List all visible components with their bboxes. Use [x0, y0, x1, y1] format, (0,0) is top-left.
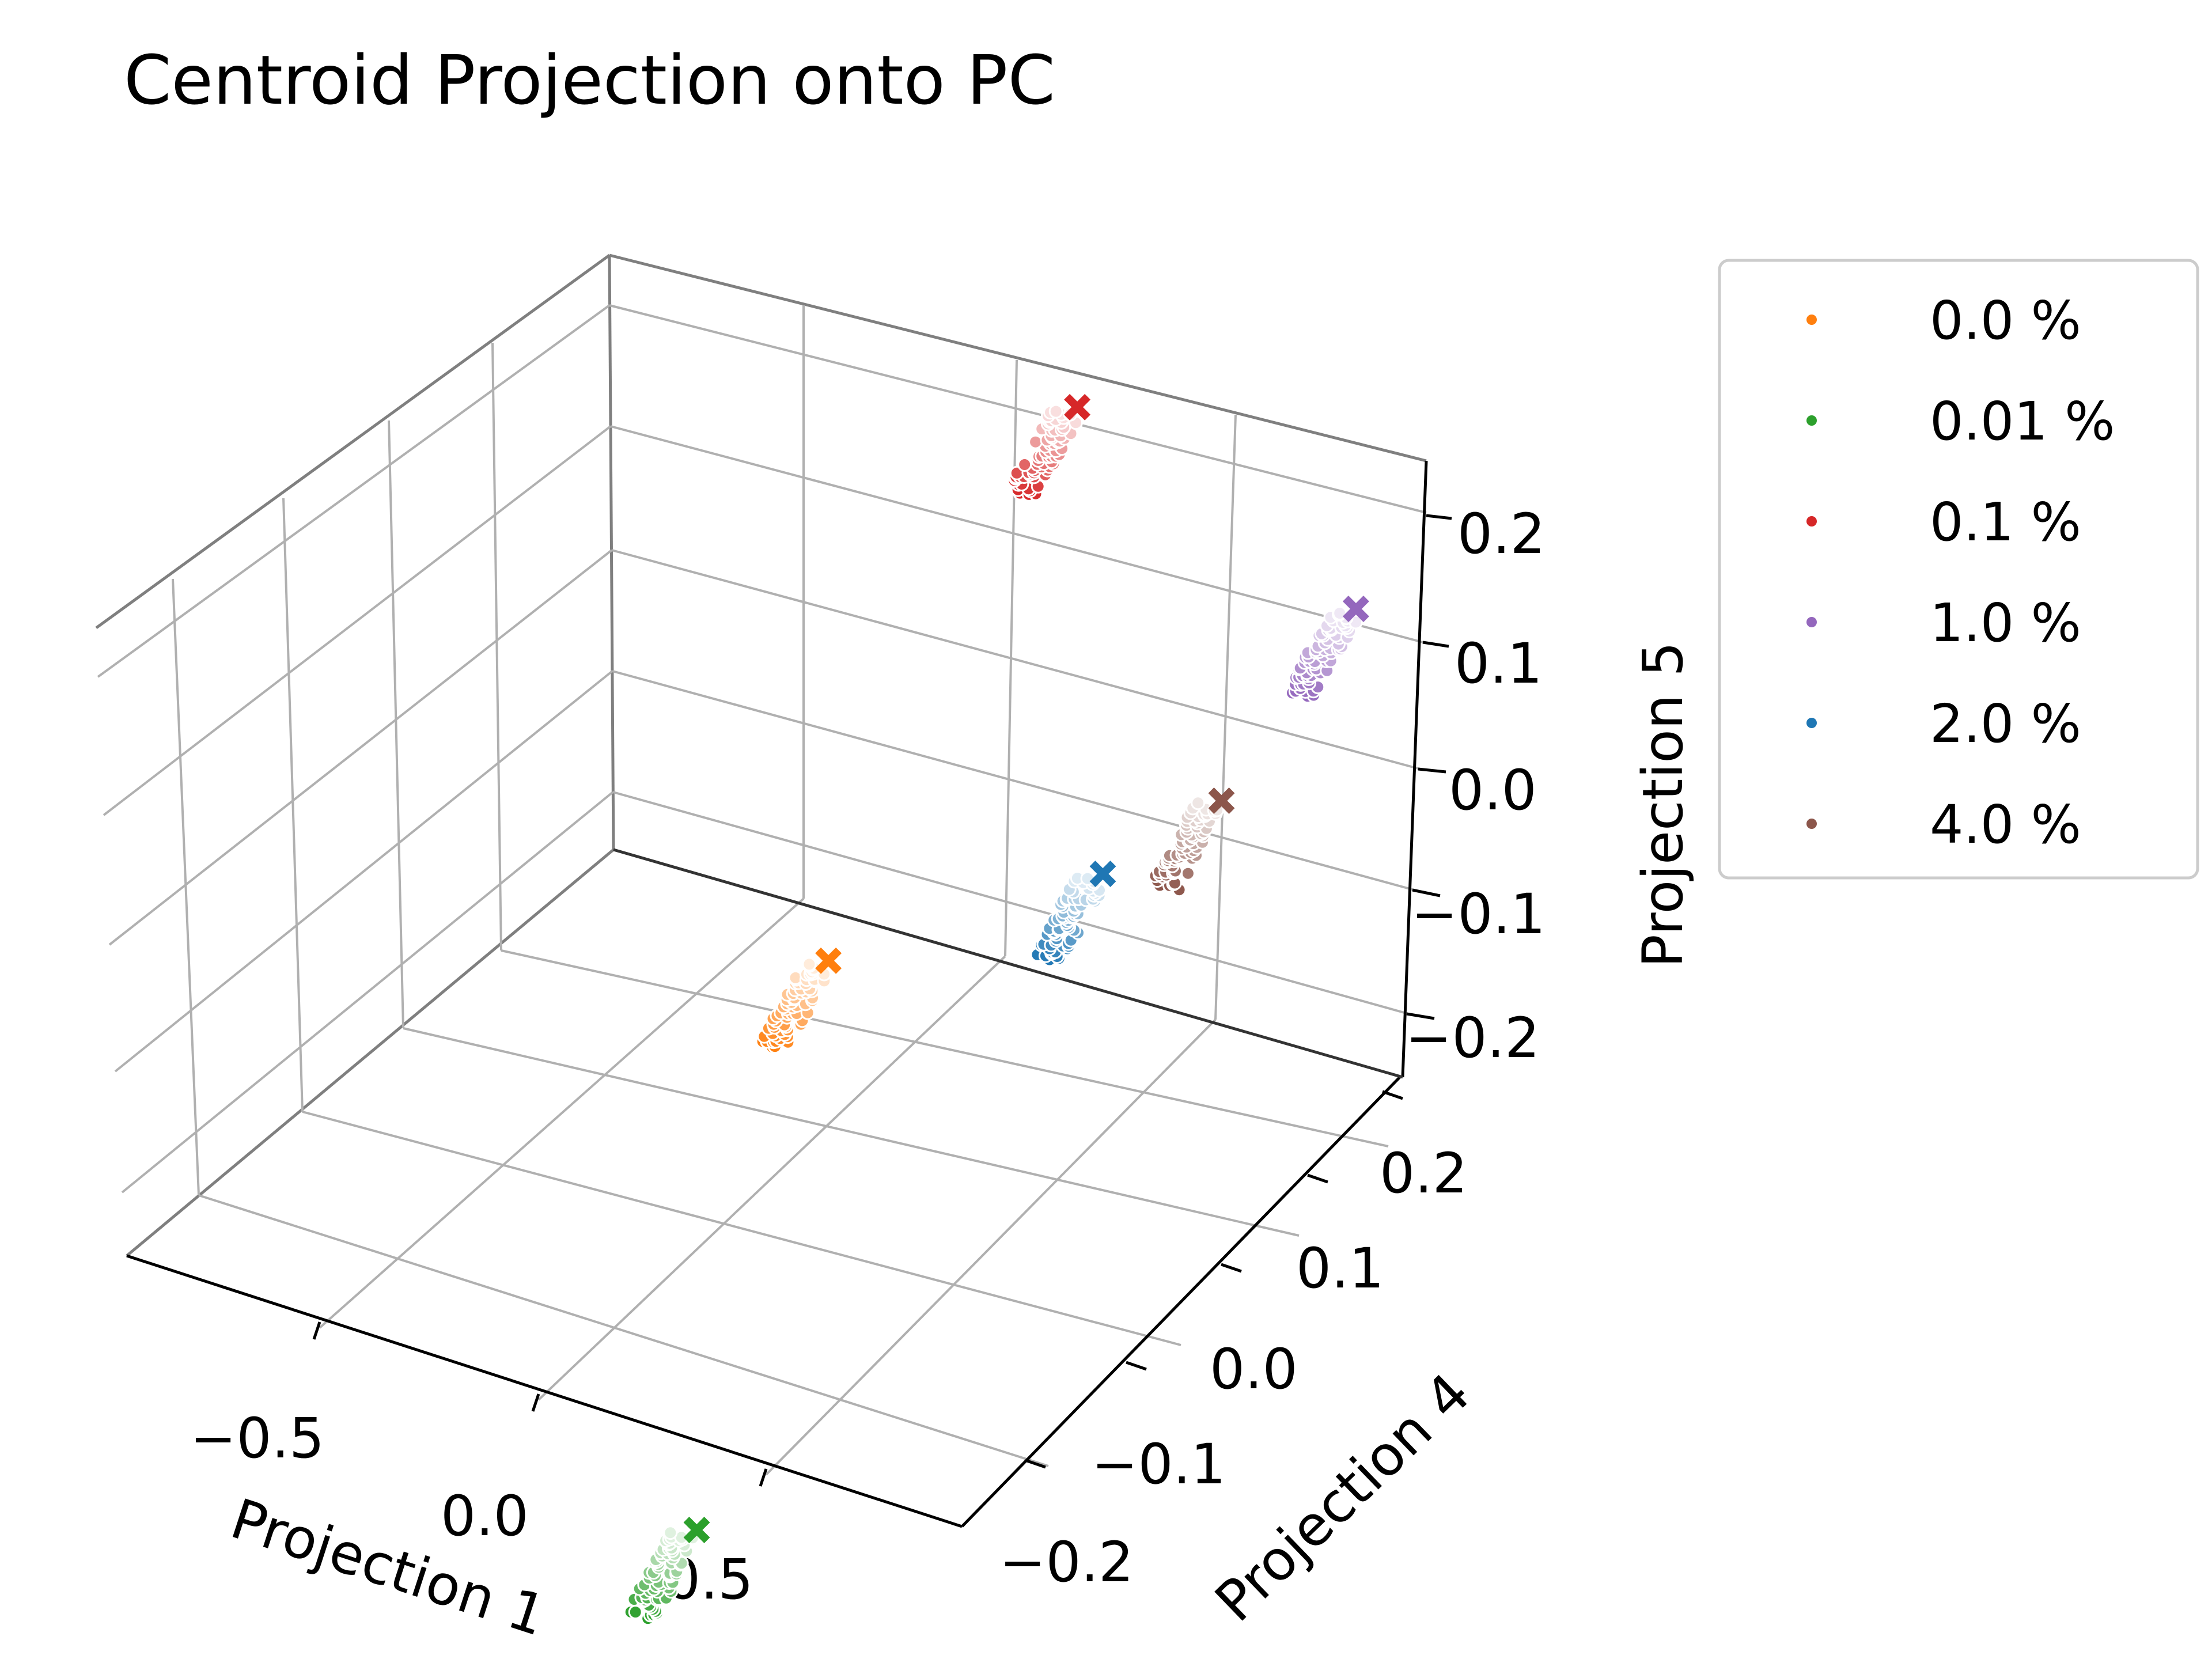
data-point — [1017, 457, 1032, 472]
data-point — [628, 1605, 643, 1619]
z-axis-label: Projection 5 — [1631, 642, 1695, 968]
legend-label: 1.0 % — [1930, 592, 2081, 654]
cluster-5 — [1148, 787, 1235, 897]
axes — [126, 460, 1428, 1528]
centroid-marker — [683, 1517, 710, 1543]
centroid-marker — [1208, 787, 1235, 814]
z-tick-label: 0.1 — [1455, 631, 1543, 696]
centroid-marker — [1064, 393, 1091, 421]
cluster-4 — [1030, 861, 1116, 968]
axis-ticks — [312, 514, 1452, 1487]
data-point — [1191, 796, 1206, 810]
z-tick-label: 0.2 — [1457, 502, 1546, 566]
y-tick-labels: −0.2 −0.1 0.0 0.1 0.2 — [999, 1141, 1468, 1594]
cluster-1 — [623, 1517, 710, 1626]
y-tick-label: 0.0 — [1210, 1337, 1298, 1402]
legend-marker — [1806, 617, 1817, 627]
legend-label: 0.0 % — [1930, 290, 2081, 351]
legend-marker — [1806, 819, 1817, 829]
y-tick-label: 0.2 — [1380, 1141, 1468, 1206]
y-axis-label: Projection 4 — [1203, 1361, 1482, 1634]
z-tick-label: −0.2 — [1406, 1006, 1540, 1070]
z-tick-labels: 0.2 0.1 0.0 −0.1 −0.2 — [1406, 502, 1546, 1070]
legend-marker — [1806, 516, 1817, 527]
legend-label: 4.0 % — [1930, 794, 2081, 855]
legend-frame — [1718, 259, 2199, 880]
data-point — [1048, 404, 1063, 419]
z-tick-label: −0.1 — [1411, 882, 1546, 946]
legend-marker — [1806, 315, 1817, 325]
data-point — [802, 957, 817, 972]
centroid-marker — [1089, 861, 1116, 887]
z-tick-label: 0.0 — [1449, 758, 1537, 823]
grid-lines — [97, 304, 1427, 1476]
x-tick-label: 0.0 — [441, 1484, 529, 1548]
y-tick-label: −0.1 — [1092, 1432, 1226, 1497]
data-clusters — [623, 393, 1369, 1626]
data-point — [1180, 866, 1195, 881]
legend-marker — [1806, 718, 1817, 728]
legend-label: 2.0 % — [1930, 693, 2081, 755]
legend-marker — [1806, 415, 1817, 426]
legend-label: 0.01 % — [1930, 391, 2115, 452]
centroid-marker — [815, 947, 842, 974]
y-tick-label: 0.1 — [1296, 1236, 1384, 1301]
legend: 0.0 % 0.01 % 0.1 % 1.0 % 2.0 % 4.0 % — [1718, 259, 2199, 880]
centroid-marker — [1342, 596, 1369, 622]
data-point — [663, 1525, 678, 1540]
y-tick-label: −0.2 — [999, 1530, 1134, 1594]
legend-label: 0.1 % — [1930, 491, 2081, 553]
cluster-2 — [1007, 393, 1091, 502]
x-tick-label: −0.5 — [190, 1406, 324, 1471]
pane-edges — [95, 253, 1427, 1257]
cluster-3 — [1285, 596, 1369, 704]
data-point — [1028, 434, 1043, 449]
chart-title: Centroid Projection onto PC — [124, 40, 1055, 120]
cluster-0 — [755, 947, 842, 1055]
